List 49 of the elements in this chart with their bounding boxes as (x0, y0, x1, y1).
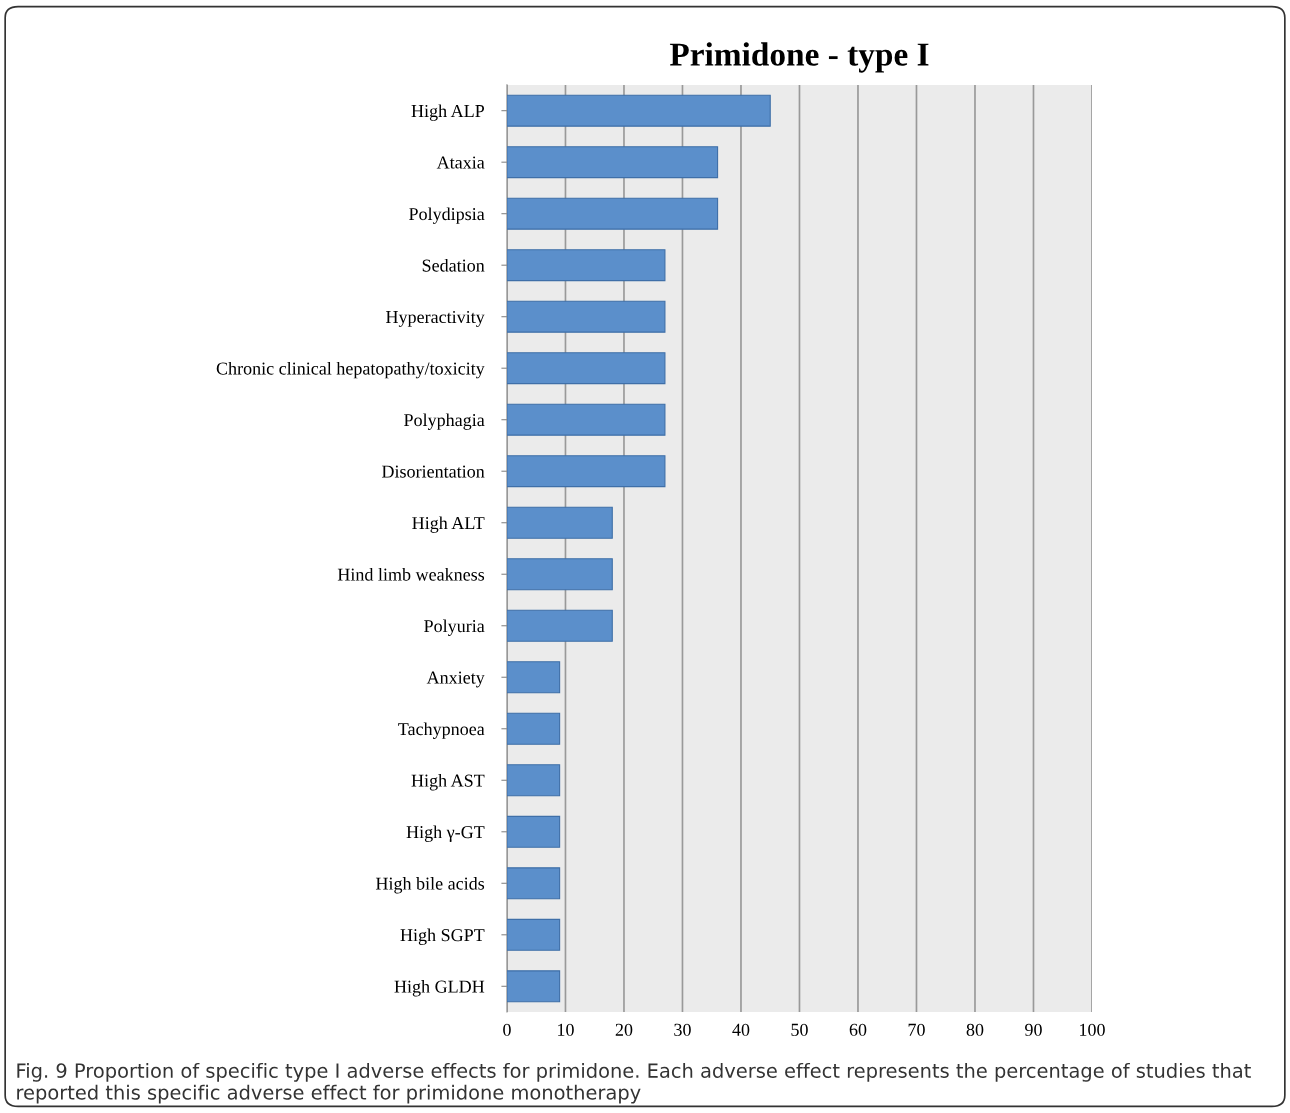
bar (506, 712, 561, 745)
caption: Fig. 9 Proportion of specific type I adverse effects for primidone. Each adverse effect represents the percentage of studies that reported this specific adverse effect for primidone monotherapy (17, 1062, 1251, 1104)
bar (506, 661, 561, 694)
bar (506, 506, 613, 539)
bar (506, 197, 719, 230)
bar (506, 249, 666, 282)
y-tick-label: Hind limb weakness (337, 567, 485, 581)
bar (506, 352, 666, 385)
y-tick-label: Polyuria (424, 619, 485, 636)
x-tick-label: 80 (966, 1023, 984, 1036)
y-tick-label: High SGPT (400, 928, 485, 945)
y-tick-label: Anxiety (426, 671, 485, 688)
y-tick-label: High AST (411, 774, 485, 791)
y-tick-label: High GLDH (394, 980, 485, 997)
y-tick-label: High bile acids (375, 877, 485, 894)
bar (506, 558, 613, 591)
x-tick-label: 20 (615, 1023, 633, 1036)
bar (506, 764, 561, 797)
bar (506, 815, 561, 848)
bar (506, 403, 666, 436)
y-tick-label: Chronic clinical hepatopathy/toxicity (216, 361, 485, 379)
y-tick-label: Hyperactivity (386, 310, 485, 327)
y-tick-label: High ALT (412, 516, 485, 533)
x-tick-label: 90 (1025, 1023, 1042, 1036)
x-tick-label: 100 (1080, 1023, 1105, 1036)
bar (506, 970, 561, 1003)
x-tick-label: 10 (558, 1023, 574, 1036)
bar (506, 609, 613, 642)
y-tick-label: Disorientation (381, 465, 485, 478)
x-tick-label: 70 (908, 1023, 925, 1036)
x-tick-label: 40 (732, 1023, 750, 1036)
y-tick-label: Ataxia (436, 156, 485, 169)
x-tick-label: 60 (849, 1023, 867, 1036)
y-tick-label: High γ-GT (406, 825, 485, 842)
y-tick-label: Polyphagia (404, 413, 485, 430)
y-tick-label: Polydipsia (409, 207, 485, 224)
bar (506, 867, 561, 900)
x-tick-label: 0 (503, 1023, 511, 1036)
chart-title: Primidone - type I (669, 42, 929, 73)
y-tick-label: High ALP (411, 104, 485, 121)
y-tick-label: Tachypnoea (398, 722, 485, 739)
bar (506, 918, 561, 951)
y-tick-label: Sedation (422, 258, 485, 272)
bar (506, 146, 719, 179)
bar (506, 300, 666, 333)
bar (506, 455, 666, 488)
x-tick-label: 50 (791, 1023, 808, 1036)
x-tick-label: 30 (674, 1023, 691, 1036)
bar (506, 94, 771, 127)
